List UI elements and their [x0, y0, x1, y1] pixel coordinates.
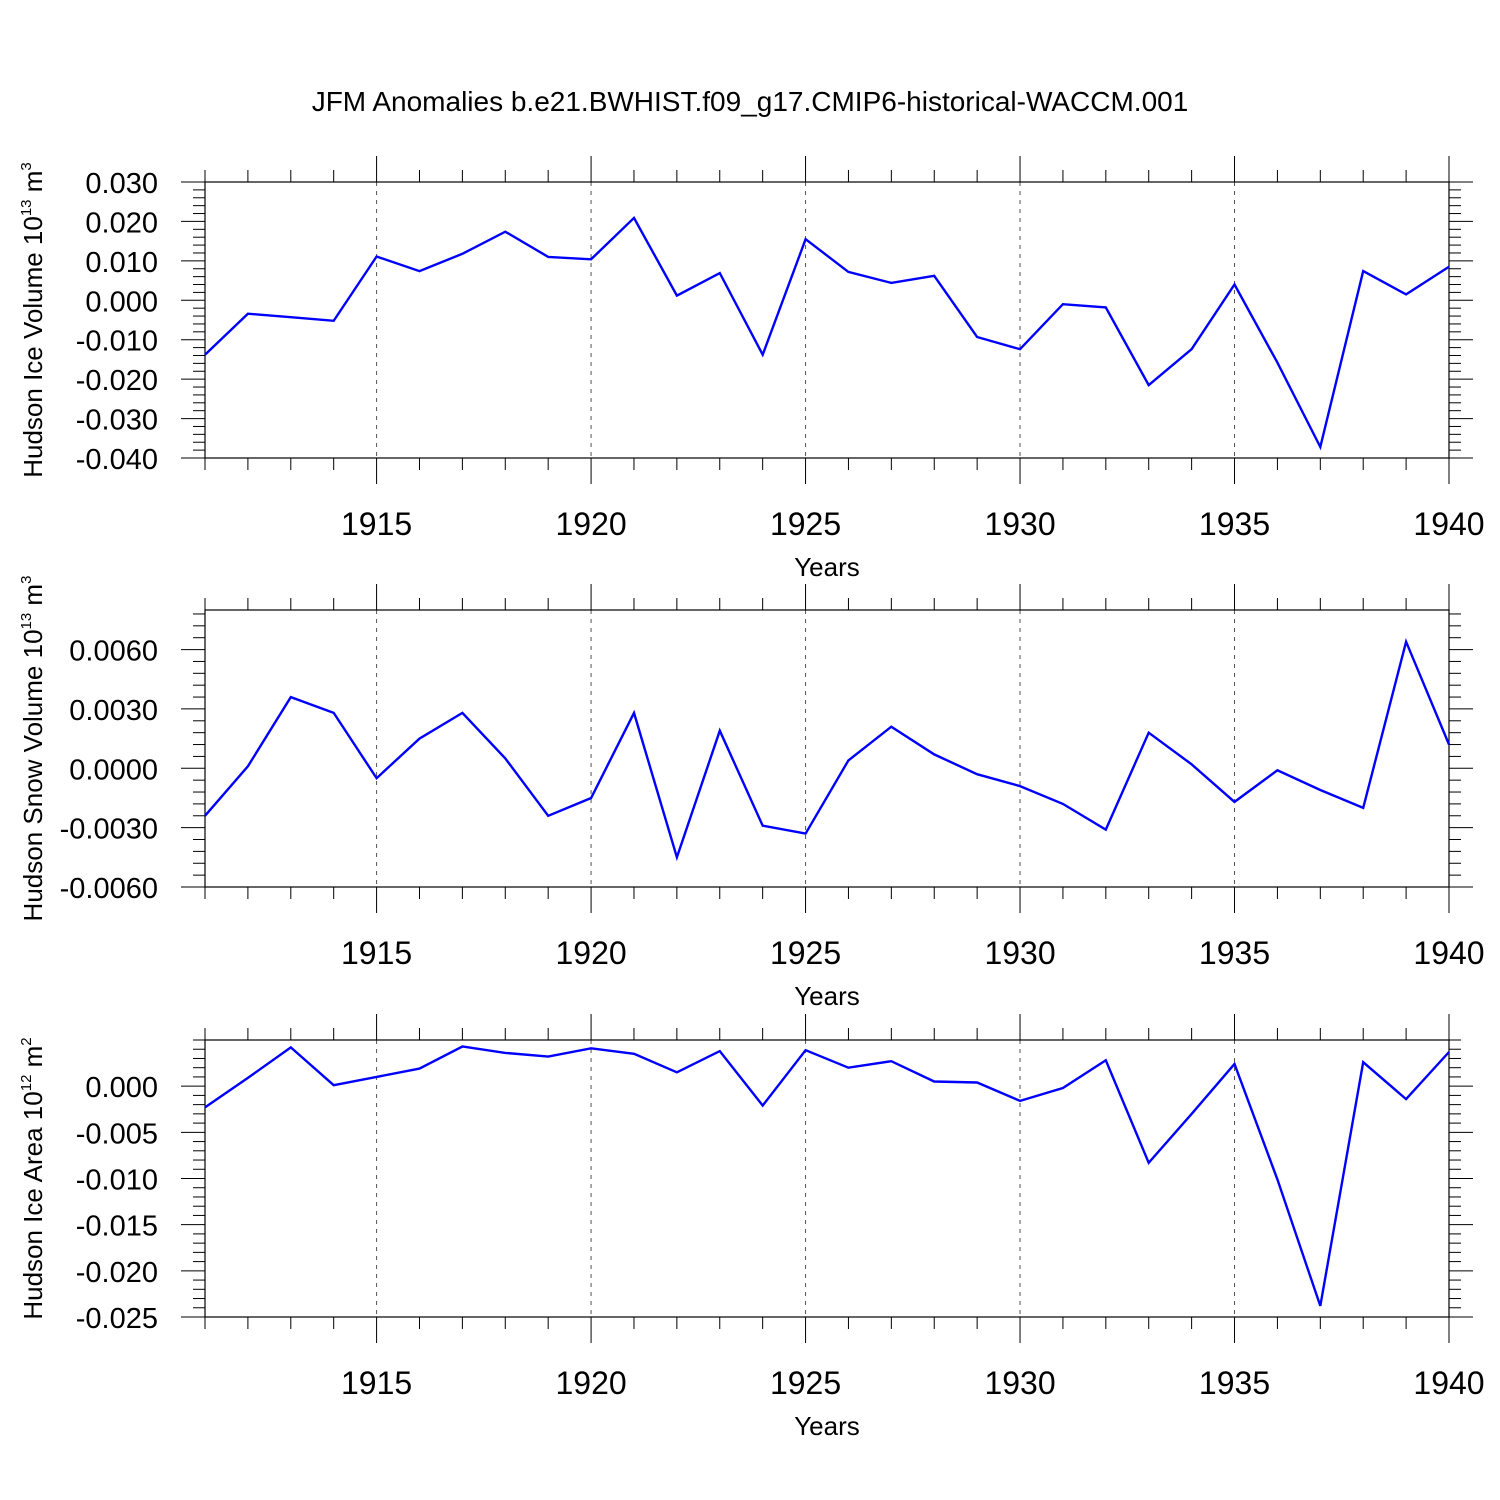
y-axis-label: Hudson Ice Volume 1013 m3: [18, 162, 48, 478]
y-tick-label: 0.000: [85, 1072, 158, 1104]
y-tick-label: -0.040: [76, 444, 158, 476]
y-tick-label: 0.0030: [69, 695, 158, 727]
x-tick-label: 1935: [1199, 935, 1270, 971]
panels: 1915 1920 1925 1930 1935 1940 Years 0.030 0.020 0…: [18, 156, 1485, 1441]
y-axis-label-text: Hudson Ice Area 10: [18, 1091, 48, 1319]
panel-3: 1915 1920 1925 1930 1935 1940 Years 0.000 -0.005…: [18, 1014, 1485, 1441]
y-tick-label: -0.005: [76, 1118, 158, 1150]
x-tick-label: 1930: [984, 1365, 1055, 1401]
series-line: [204, 637, 1451, 862]
y-tick-label: -0.020: [76, 1257, 158, 1289]
plot-frame: [204, 1039, 1450, 1318]
x-tick-label: 1925: [770, 935, 841, 971]
x-tick-label: 1920: [555, 935, 626, 971]
chart-title: JFM Anomalies b.e21.BWHIST.f09_g17.CMIP6…: [312, 86, 1189, 117]
y-tick-label: -0.010: [76, 1165, 158, 1197]
x-axis-label: Years: [794, 981, 860, 1011]
x-tick-label: 1915: [341, 935, 412, 971]
plot-frame: [204, 181, 1450, 459]
y-axis-label-unit: m: [18, 1046, 48, 1075]
y-tick-label: -0.010: [76, 326, 158, 358]
x-tick-label: 1935: [1199, 1365, 1270, 1401]
y-axis-label-text: Hudson Ice Volume 10: [18, 216, 48, 478]
y-tick-label: 0.020: [85, 207, 158, 239]
y-tick-label: 0.010: [85, 247, 158, 279]
y-axis-label-exponent: 12: [18, 1075, 35, 1092]
y-tick-label: -0.020: [76, 365, 158, 397]
x-tick-label: 1930: [984, 935, 1055, 971]
x-tick-label: 1915: [341, 1365, 412, 1401]
x-tick-label: 1940: [1413, 935, 1484, 971]
x-tick-label: 1935: [1199, 506, 1270, 542]
series-line: [204, 215, 1450, 451]
y-tick-label: -0.015: [76, 1211, 158, 1243]
y-tick-label: -0.030: [76, 405, 158, 437]
x-tick-label: 1915: [341, 506, 412, 542]
series-line: [204, 1045, 1450, 1307]
x-tick-label: 1940: [1413, 506, 1484, 542]
panel-1: 1915 1920 1925 1930 1935 1940 Years 0.030 0.020 0…: [18, 156, 1485, 582]
y-tick-label: -0.0060: [60, 873, 158, 905]
y-tick-label: 0.0000: [69, 754, 158, 786]
y-tick-label: -0.025: [76, 1303, 158, 1335]
y-axis-label-exponent: 13: [18, 199, 35, 216]
y-axis-label: Hudson Snow Volume 1013 m3: [18, 576, 48, 922]
y-tick-label: -0.0030: [60, 814, 158, 846]
x-tick-label: 1920: [555, 1365, 626, 1401]
y-axis-label: Hudson Ice Area 1012 m2: [18, 1037, 48, 1319]
y-axis-label-unit-exponent: 3: [18, 162, 35, 170]
y-tick-label: 0.030: [85, 168, 158, 200]
x-tick-label: 1925: [770, 1365, 841, 1401]
x-tick-label: 1930: [984, 506, 1055, 542]
plot-frame: [204, 609, 1450, 888]
panel-2: 1915 1920 1925 1930 1935 1940 Years 0.0060 0.003…: [18, 576, 1485, 1011]
y-axis-label-unit: m: [18, 171, 48, 200]
x-axis-label: Years: [794, 1411, 860, 1441]
y-axis-label-unit-exponent: 2: [18, 1037, 35, 1045]
y-axis-label-unit-exponent: 3: [18, 576, 35, 584]
x-tick-label: 1925: [770, 506, 841, 542]
x-tick-label: 1940: [1413, 1365, 1484, 1401]
x-tick-label: 1920: [555, 506, 626, 542]
y-tick-label: 0.0060: [69, 636, 158, 668]
y-axis-label-exponent: 13: [18, 613, 35, 630]
y-tick-label: 0.000: [85, 286, 158, 318]
y-axis-label-text: Hudson Snow Volume 10: [18, 629, 48, 921]
x-axis-label: Years: [794, 552, 860, 582]
y-axis-label-unit: m: [18, 584, 48, 613]
